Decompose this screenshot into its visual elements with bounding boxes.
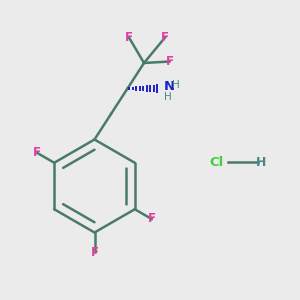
- Text: H: H: [256, 155, 266, 169]
- Text: F: F: [125, 31, 133, 44]
- Text: H: H: [164, 92, 171, 102]
- Text: F: F: [33, 146, 41, 160]
- Text: Cl: Cl: [209, 155, 223, 169]
- Text: H: H: [172, 80, 180, 91]
- Text: F: F: [161, 31, 169, 44]
- Text: F: F: [166, 55, 173, 68]
- Text: N: N: [164, 80, 175, 94]
- Text: F: F: [91, 245, 98, 259]
- Text: F: F: [148, 212, 156, 226]
